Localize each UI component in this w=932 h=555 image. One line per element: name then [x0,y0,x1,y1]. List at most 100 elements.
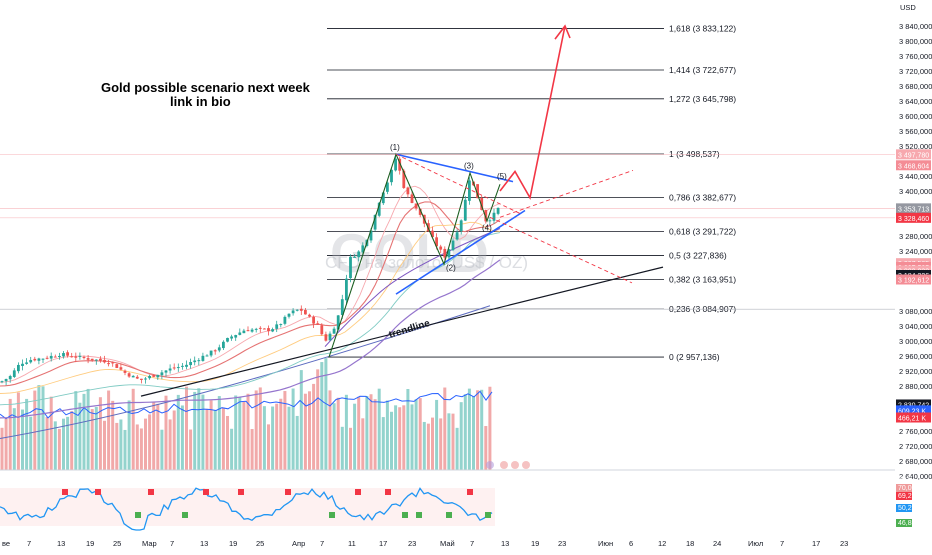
osc-tick: 50,0 [898,512,912,519]
volume-bar [230,428,234,470]
volume-bars [0,305,493,470]
volume-bar [287,406,291,470]
volume-bar [242,401,246,470]
volume-bar [344,394,348,470]
pattern-line [395,153,521,214]
ma-line [0,259,501,419]
wave-path [328,152,501,358]
volume-bar [308,391,311,470]
volume-bar [90,409,94,470]
candle-body [414,203,418,209]
candle-body [496,207,500,214]
price-tick: 3 040,000 [899,322,932,331]
osc-tag [896,504,912,512]
osc-tag [896,492,912,500]
volume-bar [25,398,29,470]
volume-bar [279,398,283,470]
volume-bar [353,403,357,470]
volume-bar [377,388,381,470]
price-tick: 2 960,000 [899,352,932,361]
candle-body [197,360,201,362]
event-icon [486,461,494,469]
wave-label: (4) [482,223,492,232]
time-tick: 11 [348,539,356,548]
price-tag [896,399,931,410]
time-axis[interactable]: ве 7 13 19 25 Мар 7 13 19 25 Апр 7 11 17 23 Май 7 13 19 23 И… [2,539,848,548]
candle-body [238,332,242,335]
candle-body [439,246,443,250]
volume-bar [168,419,172,470]
candle-body [185,364,188,367]
ma-line [0,185,501,383]
projection-arrowhead [554,24,571,40]
fib-label: 0,382 (3 163,951) [669,275,736,285]
price-tag [896,203,931,214]
volume-bar [156,403,160,470]
candle-body [287,313,291,317]
candle-body [119,367,123,370]
volume-bar [111,400,115,470]
candle-body [189,362,192,366]
volume-bar [0,427,4,470]
volume-bar [103,420,106,470]
candle-body [0,381,4,383]
candle-body [299,308,303,311]
time-tick: 7 [320,539,324,548]
time-tick: 13 [57,539,65,548]
price-tick: 3 080,000 [899,307,932,316]
candle-body [324,334,328,341]
volume-bar [283,391,287,470]
candle-body [390,169,393,183]
price-tag-label: 3 353,713 [898,206,929,213]
volume-bar [488,386,492,470]
time-tick: Апр [292,539,305,548]
volume-bar [135,424,139,470]
candle-body [193,360,197,363]
fib-label: 0,5 (3 227,836) [669,251,727,261]
price-tick: 2 880,000 [899,382,932,391]
volume-bar [21,409,24,470]
candle-body [381,192,385,204]
candle-body [295,309,299,311]
osc-tick: 70,0 [898,485,912,492]
oscillator-axis: 80,0 70,069,2 50,250,046,8 30,0 [896,476,912,536]
price-tag-label: 3 328,460 [898,216,929,223]
time-tick: 19 [229,539,237,548]
candle-body [250,329,254,332]
fib-label: 0,618 (3 291,722) [669,227,736,237]
volume-bar [431,417,434,470]
fib-label: 1,618 (3 833,122) [669,24,736,34]
volume-bar [267,424,270,470]
candle-body [455,232,459,240]
volume-bar [418,398,422,470]
time-tick: Май [440,539,455,548]
price-tick: 2 640,000 [899,472,932,481]
candle-body [242,330,246,334]
time-tick: 17 [379,539,387,548]
price-tag [896,274,931,285]
volume-bar [160,429,164,470]
time-tick: 13 [200,539,208,548]
candle-body [160,372,164,376]
candle-body [373,214,377,230]
wave-label: (1) [390,143,400,152]
volume-bar [295,415,299,470]
osc-band [0,488,495,526]
time-tick: Мар [142,539,157,548]
osc-sell-marker [95,489,101,495]
volume-bar [131,388,135,470]
volume-bar [455,427,459,470]
time-tick: 25 [256,539,264,548]
price-axis[interactable]: 3 840,000 3 800,000 3 760,000 3 720,000 3 68… [899,22,932,481]
price-tag-label: 466,21 K [898,416,926,423]
time-tick: 7 [780,539,784,548]
price-tick: 3 640,000 [899,97,932,106]
candle-body [447,249,451,258]
time-tick: 23 [558,539,566,548]
volume-bar [480,389,484,470]
ma-line [324,228,501,347]
volume-bar [98,397,102,470]
candle-body [209,350,213,356]
